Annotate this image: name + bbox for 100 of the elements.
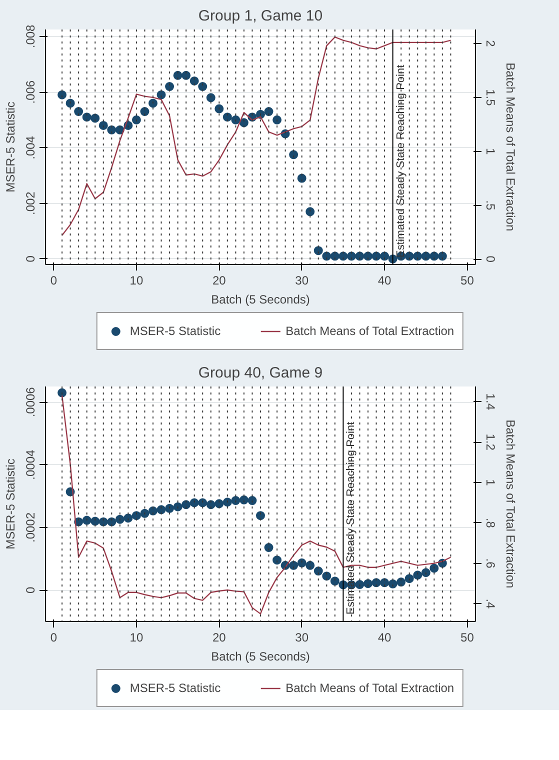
y2-tick-label: 1.2 xyxy=(484,434,498,451)
point xyxy=(98,120,108,130)
point xyxy=(396,578,406,587)
point xyxy=(98,517,108,526)
point xyxy=(388,579,398,588)
chart-title: Group 40, Game 9 xyxy=(198,364,323,382)
point xyxy=(58,90,67,100)
point xyxy=(66,98,75,108)
y-tick-label: .0002 xyxy=(24,512,38,543)
x-tick-label: 50 xyxy=(460,274,474,288)
point xyxy=(372,578,381,588)
point xyxy=(330,576,340,586)
y-tick-label: 0 xyxy=(24,255,38,262)
point xyxy=(115,514,124,524)
point xyxy=(173,502,182,512)
point xyxy=(198,498,208,508)
x-tick-label: 10 xyxy=(130,274,144,288)
point xyxy=(438,252,447,261)
point xyxy=(430,564,439,573)
ref-line-label: Estimated Steady State Reaching Point xyxy=(345,422,358,614)
ref-line-label: Estimated Steady State Reaching Point xyxy=(394,64,407,258)
point xyxy=(355,252,364,261)
point xyxy=(322,252,332,261)
y-tick-label: .002 xyxy=(24,191,38,215)
y2-tick-label: .4 xyxy=(484,598,498,610)
x-axis-title: Batch (5 Seconds) xyxy=(211,650,310,664)
point xyxy=(198,82,208,92)
x-tick-label: 30 xyxy=(295,274,309,288)
y2-tick-label: 1 xyxy=(484,479,498,486)
point xyxy=(372,252,381,261)
point xyxy=(264,543,274,552)
point xyxy=(338,252,348,261)
x-tick-label: 10 xyxy=(130,630,144,644)
point xyxy=(156,90,166,100)
y2-tick-label: .6 xyxy=(484,558,498,569)
point xyxy=(380,578,390,588)
point xyxy=(404,252,414,261)
point xyxy=(148,98,158,108)
chart-title: Group 1, Game 10 xyxy=(198,8,323,24)
point xyxy=(156,505,166,514)
point xyxy=(90,516,100,526)
point xyxy=(140,508,150,518)
point xyxy=(74,107,84,116)
y2-tick-label: .8 xyxy=(484,518,498,528)
point xyxy=(214,499,224,508)
point xyxy=(222,112,232,122)
x-tick-label: 30 xyxy=(295,630,309,644)
point xyxy=(182,70,191,80)
x-tick-label: 40 xyxy=(378,630,392,644)
x-axis-title: Batch (5 Seconds) xyxy=(211,292,310,306)
point xyxy=(355,580,364,590)
point xyxy=(272,115,282,124)
point xyxy=(289,560,298,570)
point xyxy=(421,252,430,261)
y-tick-label: .008 xyxy=(24,24,38,48)
x-tick-label: 20 xyxy=(212,630,226,644)
point xyxy=(140,107,150,116)
point xyxy=(306,560,315,570)
point xyxy=(297,558,306,568)
point xyxy=(297,174,306,183)
x-tick-label: 50 xyxy=(460,630,474,644)
point xyxy=(430,252,439,261)
point xyxy=(222,498,232,507)
point xyxy=(330,252,340,261)
x-tick-label: 0 xyxy=(50,630,58,644)
point xyxy=(256,511,265,520)
point xyxy=(90,114,100,123)
point xyxy=(190,76,199,86)
point xyxy=(272,556,282,565)
point xyxy=(132,115,141,124)
point xyxy=(413,570,422,580)
y-tick-label: .0004 xyxy=(24,449,38,480)
point xyxy=(314,246,323,256)
point xyxy=(124,514,133,523)
point xyxy=(306,207,315,216)
point xyxy=(289,150,298,160)
point xyxy=(314,566,323,576)
point xyxy=(82,112,92,122)
point xyxy=(132,511,141,520)
point xyxy=(107,125,116,134)
y-tick-label: .004 xyxy=(24,136,38,160)
point xyxy=(346,252,356,261)
point xyxy=(231,115,240,124)
x-tick-label: 20 xyxy=(212,274,226,288)
point xyxy=(206,500,216,510)
point xyxy=(165,82,174,92)
legend-label: MSER-5 Statistic xyxy=(130,324,221,338)
point xyxy=(165,504,174,513)
y-axis-title: MSER-5 Statistic xyxy=(4,458,18,550)
point xyxy=(239,495,248,504)
point xyxy=(182,500,191,510)
point xyxy=(380,252,390,261)
y-tick-label: 0 xyxy=(24,586,38,594)
legend-label: MSER-5 Statistic xyxy=(130,681,221,695)
point xyxy=(206,93,216,102)
y2-tick-label: 0 xyxy=(484,256,498,263)
y2-tick-label: 1 xyxy=(484,148,498,155)
y2-tick-label: 2 xyxy=(484,40,498,48)
y2-axis-title: Batch Means of Total Extraction xyxy=(504,420,518,588)
point xyxy=(364,579,372,588)
